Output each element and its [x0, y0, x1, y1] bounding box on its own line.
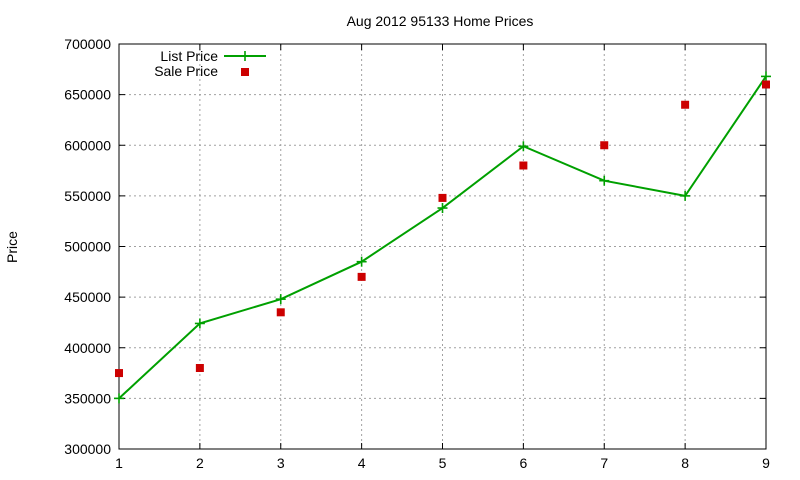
legend-marker-list-price — [240, 51, 250, 61]
y-axis-label: Price — [4, 231, 20, 263]
x-tick-label: 8 — [681, 455, 689, 471]
x-tick-label: 2 — [196, 455, 204, 471]
y-tick-label: 450000 — [64, 289, 111, 305]
list-price-point — [194, 318, 205, 329]
y-tick-label: 700000 — [64, 36, 111, 52]
x-tick-label: 4 — [358, 455, 366, 471]
sale-price-point — [276, 308, 285, 317]
y-tick-label: 300000 — [64, 441, 111, 457]
sale-price-point — [438, 193, 447, 202]
list-price-point — [761, 71, 771, 82]
y-tick-label: 500000 — [64, 239, 111, 255]
list-price-point — [680, 190, 691, 201]
sale-price-point — [357, 272, 366, 281]
list-price-point — [356, 256, 367, 267]
x-tick-label: 1 — [115, 455, 123, 471]
legend: List Price Sale Price — [154, 48, 266, 79]
x-tick-label: 6 — [519, 455, 527, 471]
data-series — [114, 71, 771, 404]
y-tick-label: 550000 — [64, 188, 111, 204]
x-tick-label: 7 — [600, 455, 608, 471]
y-tick-label: 350000 — [64, 390, 111, 406]
legend-label-list-price: List Price — [160, 48, 218, 64]
y-tick-label: 600000 — [64, 137, 111, 153]
x-tick-label: 9 — [762, 455, 770, 471]
y-tick-label: 650000 — [64, 87, 111, 103]
sale-price-point — [681, 100, 690, 109]
list-price-point — [437, 203, 448, 214]
sale-price-point — [600, 141, 609, 150]
list-price-point — [599, 175, 610, 186]
legend-marker-sale-price — [241, 68, 249, 76]
x-tick-label: 3 — [277, 455, 285, 471]
list-price-point — [114, 393, 124, 404]
list-price-point — [518, 141, 529, 152]
y-tick-label: 400000 — [64, 340, 111, 356]
sale-price-point — [762, 80, 770, 89]
sale-price-point — [115, 369, 123, 378]
chart-title: Aug 2012 95133 Home Prices — [347, 13, 534, 29]
sale-price-point — [195, 364, 204, 372]
list-price-point — [275, 294, 286, 305]
sale-price-point — [519, 161, 528, 170]
legend-label-sale-price: Sale Price — [154, 63, 218, 79]
grid-lines — [119, 44, 766, 449]
axis-ticks: 300000 350000 400000 450000 500000 550000 6000… — [64, 36, 770, 471]
x-tick-label: 5 — [439, 455, 447, 471]
